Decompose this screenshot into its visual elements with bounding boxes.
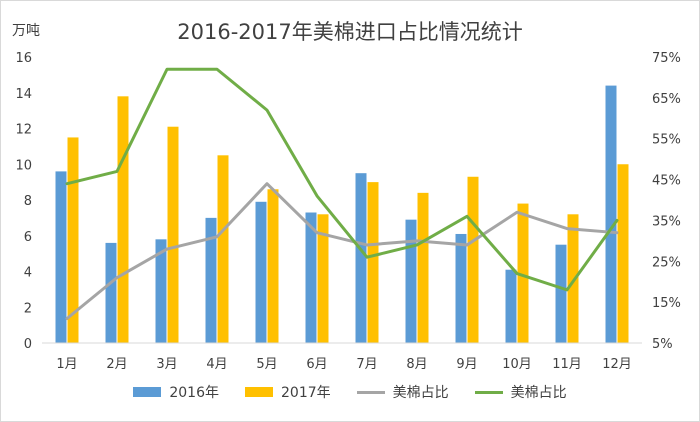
x-category-label: 11月 [552,357,582,372]
y-right-tick-label: 25% [652,255,681,270]
legend-label: 美棉占比 [510,385,567,401]
chart-title: 2016-2017年美棉进口占比情况统计 [177,20,523,44]
line-share-gray [65,182,619,320]
x-category-label: 2月 [106,357,127,372]
bar-2016 [455,233,467,343]
legend-swatch [356,390,385,394]
bar-2017 [417,192,429,343]
bar-2016 [405,219,417,343]
legend-swatch [245,387,273,397]
legend: 2016年 2017年 美棉占比 美棉占比 [0,382,700,402]
x-category-label: 6月 [306,357,327,372]
bar-2017 [517,203,529,343]
y-left-tick-label: 16 [15,51,32,66]
x-category-label: 10月 [502,357,532,372]
bar-2016 [555,244,567,343]
legend-swatch [474,390,503,394]
legend-item: 美棉占比 [356,382,449,402]
x-category-label: 3月 [156,357,177,372]
bar-2017 [267,189,279,343]
bar-2016 [105,242,117,343]
legend-label: 2017年 [281,385,331,401]
y-left-tick-label: 12 [15,123,32,138]
y-left-tick-label: 10 [15,158,32,173]
bar-2016 [55,171,67,343]
bar-2016 [305,212,317,343]
bar-2016 [605,85,617,343]
y-left-tick-label: 4 [24,266,32,281]
y-right-tick-label: 55% [652,133,681,148]
legend-label: 2016年 [169,385,219,401]
y-left-tick-label: 14 [15,87,32,102]
y-right-tick-label: 5% [652,337,673,352]
bar-2016 [255,201,267,343]
bar-2017 [567,214,579,343]
bar-2017 [167,126,179,344]
y-left-tick-label: 6 [24,230,32,245]
x-category-label: 4月 [206,357,227,372]
y-left-tick-label: 8 [24,194,32,209]
legend-label: 美棉占比 [392,385,449,401]
y-right-tick-label: 15% [652,296,681,311]
bar-2016 [505,269,517,343]
bar-2016 [355,173,367,343]
bar-2016 [155,239,167,343]
bar-2016 [205,217,217,343]
bar-2017 [317,214,329,343]
legend-item: 2016年 [133,382,219,402]
x-category-label: 5月 [256,357,277,372]
line-share-green [65,67,619,292]
bar-2017 [617,164,629,343]
legend-item: 美棉占比 [474,382,567,402]
x-category-label: 8月 [406,357,427,372]
x-category-label: 1月 [56,357,77,372]
y-right-tick-label: 35% [652,214,681,229]
y-right-tick-label: 75% [652,51,681,66]
x-category-label: 7月 [356,357,377,372]
bar-2017 [367,182,379,343]
y-axis-unit-label: 万吨 [12,23,40,39]
legend-item: 2017年 [245,382,331,402]
legend-swatch [133,387,162,397]
y-left-tick-label: 0 [24,337,32,352]
y-right-tick-label: 65% [652,92,681,107]
y-right-tick-label: 45% [652,174,681,189]
x-category-label: 12月 [602,357,632,372]
x-category-label: 9月 [456,357,477,372]
bar-2017 [467,176,479,343]
bar-2017 [217,155,229,343]
y-left-tick-label: 2 [24,301,32,316]
bar-2017 [117,96,129,343]
bar-2017 [67,137,79,343]
